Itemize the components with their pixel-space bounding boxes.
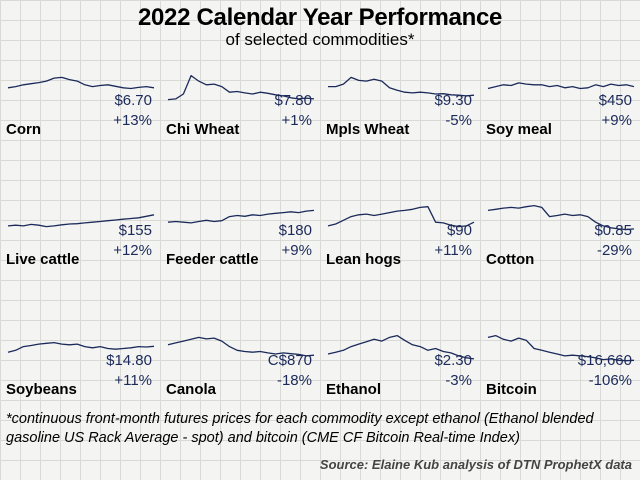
commodity-price: $14.80 xyxy=(106,352,152,369)
commodity-change: -5% xyxy=(445,112,472,129)
page-title: 2022 Calendar Year Performance xyxy=(137,4,503,31)
source-credit: Source: Elaine Kub analysis of DTN Proph… xyxy=(319,457,632,472)
footnote: *continuous front-month futures prices f… xyxy=(6,411,594,446)
price-series-line xyxy=(7,214,155,228)
price-line-chart xyxy=(328,76,475,97)
price-line-chart xyxy=(167,209,315,224)
price-series-line xyxy=(7,76,155,90)
price-line-chart xyxy=(7,341,155,353)
price-line-chart xyxy=(327,206,475,228)
commodity-name: Bitcoin xyxy=(486,381,537,398)
price-series-line xyxy=(167,74,315,101)
price-series-line xyxy=(328,76,475,97)
commodity-panel: $90 +11% Lean hogs xyxy=(326,192,476,322)
commodity-change: +11% xyxy=(434,242,472,259)
commodity-name: Chi Wheat xyxy=(166,121,240,138)
commodity-name: Soybeans xyxy=(6,381,77,398)
commodity-panel: $6.70 +13% Corn xyxy=(6,62,156,192)
commodity-name: Canola xyxy=(166,381,217,398)
price-series-line xyxy=(167,336,315,357)
commodity-panel: $450 +9% Soy meal xyxy=(486,62,636,192)
commodity-change: +12% xyxy=(113,242,152,259)
commodity-price: $450 xyxy=(598,92,632,109)
commodity-change: +1% xyxy=(281,112,312,129)
commodity-price: $180 xyxy=(278,222,312,239)
price-line-chart xyxy=(167,336,315,357)
price-series-line xyxy=(487,334,635,362)
commodity-name: Feeder cattle xyxy=(166,251,259,268)
price-series-line xyxy=(7,341,155,353)
commodity-panel: $180 +9% Feeder cattle xyxy=(166,192,316,322)
commodity-price: $0.85 xyxy=(594,222,632,239)
commodity-panel: C$870 -18% Canola xyxy=(166,322,316,452)
commodity-name: Ethanol xyxy=(326,381,381,398)
commodity-name: Live cattle xyxy=(6,251,80,268)
price-series-line xyxy=(327,334,475,360)
page-subtitle: of selected commodities* xyxy=(225,30,415,49)
commodity-name: Cotton xyxy=(486,251,535,268)
commodity-name: Corn xyxy=(6,121,41,138)
commodity-name: Soy meal xyxy=(486,121,552,138)
commodity-change: -18% xyxy=(276,372,312,389)
commodity-price: $155 xyxy=(118,222,152,239)
commodity-price: $2.30 xyxy=(434,352,472,369)
commodity-change: +9% xyxy=(601,112,632,129)
price-line-chart xyxy=(167,74,315,101)
commodity-panel: $16,660 -106% Bitcoin xyxy=(486,322,636,452)
price-line-chart xyxy=(487,82,635,90)
price-line-chart xyxy=(7,76,155,90)
commodity-panel: $14.80 +11% Soybeans xyxy=(6,322,156,452)
commodity-price: $6.70 xyxy=(114,92,152,109)
price-line-chart xyxy=(7,214,155,228)
price-series-line xyxy=(167,209,315,224)
price-line-chart xyxy=(487,204,635,231)
commodity-panel: $7.80 +1% Chi Wheat xyxy=(166,62,316,192)
commodity-name: Lean hogs xyxy=(326,251,402,268)
commodity-name: Mpls Wheat xyxy=(326,121,410,138)
price-series-line xyxy=(487,82,635,90)
price-line-chart xyxy=(487,334,635,362)
commodity-change: +9% xyxy=(281,242,312,259)
price-line-chart xyxy=(327,334,475,360)
commodity-change: -106% xyxy=(588,372,632,389)
commodity-panel: $2.30 -3% Ethanol xyxy=(326,322,476,452)
commodity-panel: $155 +12% Live cattle xyxy=(6,192,156,322)
commodity-change: +11% xyxy=(114,372,152,389)
price-series-line xyxy=(487,204,635,231)
commodity-change: -29% xyxy=(596,242,632,259)
commodity-panel: $9.30 -5% Mpls Wheat xyxy=(326,62,476,192)
commodity-change: -3% xyxy=(445,372,472,389)
commodity-change: +13% xyxy=(113,112,152,129)
commodity-panel: $0.85 -29% Cotton xyxy=(486,192,636,322)
commodity-price: $16,660 xyxy=(577,352,632,369)
commodity-price: $7.80 xyxy=(274,92,312,109)
commodity-price: $90 xyxy=(446,222,472,239)
commodity-price: $9.30 xyxy=(434,92,472,109)
commodity-price: C$870 xyxy=(267,352,312,369)
price-series-line xyxy=(327,206,475,228)
